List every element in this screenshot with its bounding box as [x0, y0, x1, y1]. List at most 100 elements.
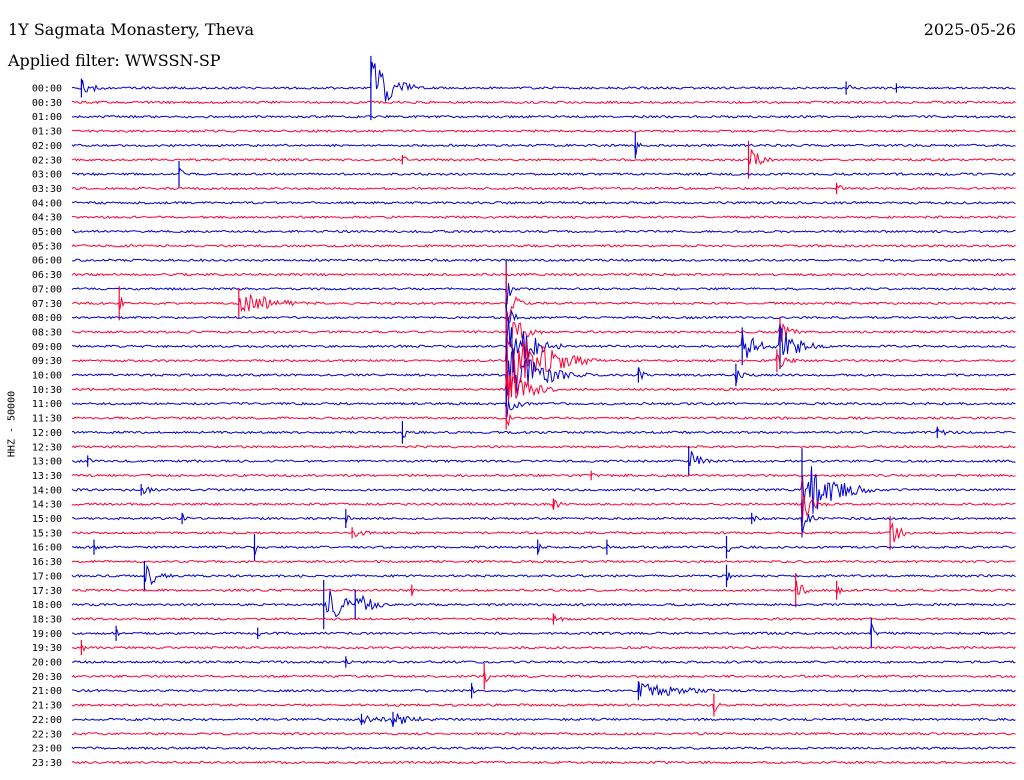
station-title: 1Y Sagmata Monastery, Theva [8, 20, 255, 39]
row-time-label: 05:00 [32, 227, 62, 238]
seismic-trace-0600 [71, 258, 1016, 263]
row-time-label: 02:30 [32, 155, 62, 166]
row-time-label: 23:30 [32, 758, 62, 769]
row-time-label: 11:00 [32, 399, 62, 410]
row-time-label: 21:00 [32, 686, 62, 697]
seismic-trace-1700 [71, 564, 1016, 586]
row-time-label: 05:30 [32, 241, 62, 252]
seismic-trace-2100 [71, 681, 1016, 697]
row-time-label: 02:00 [32, 141, 62, 152]
seismic-trace-0400 [71, 200, 1016, 205]
row-time-label: 11:30 [32, 414, 62, 425]
seismic-trace-1530 [72, 522, 1016, 543]
row-time-label: 01:30 [32, 127, 62, 138]
seismic-trace-2130 [71, 702, 1016, 713]
filter-label: Applied filter: WWSSN-SP [8, 51, 221, 70]
row-time-label: 04:30 [32, 213, 62, 224]
trace-group [71, 55, 1016, 765]
row-time-label: 06:30 [32, 270, 62, 281]
row-label-group: 00:00 00:30 01:00 01:30 02:00 02:30 03:00 03:30… [32, 84, 62, 769]
seismic-trace-0000 [71, 61, 1016, 102]
row-time-label: 09:00 [32, 342, 62, 353]
seismic-trace-1430 [71, 495, 1016, 522]
seismic-trace-0300 [71, 167, 1016, 176]
row-time-label: 12:00 [32, 428, 62, 439]
row-time-label: 07:00 [32, 284, 62, 295]
row-time-label: 20:30 [32, 672, 62, 683]
row-time-label: 01:00 [32, 112, 62, 123]
row-time-label: 22:00 [32, 715, 62, 726]
seismic-trace-2230 [72, 731, 1016, 736]
row-time-label: 23:00 [32, 744, 62, 755]
row-time-label: 08:00 [32, 313, 62, 324]
seismic-trace-0900 [71, 317, 1016, 373]
seismic-trace-1500 [71, 513, 1016, 533]
seismic-trace-1830 [71, 614, 1016, 623]
seismic-trace-1630 [71, 559, 1016, 564]
row-time-label: 17:30 [32, 586, 62, 597]
seismic-trace-1100 [71, 401, 1016, 418]
seismic-trace-2030 [71, 669, 1016, 683]
seismic-trace-1730 [71, 580, 1016, 596]
row-time-label: 18:00 [32, 600, 62, 611]
row-time-label: 12:30 [32, 442, 62, 453]
seismic-trace-2000 [71, 658, 1016, 664]
seismic-trace-0630 [71, 272, 1016, 277]
seismic-trace-0200 [71, 141, 1016, 155]
row-time-label: 08:30 [32, 327, 62, 338]
row-time-label: 14:30 [32, 500, 62, 511]
seismic-trace-2300 [71, 746, 1016, 751]
row-time-label: 04:00 [32, 198, 62, 209]
row-time-label: 20:00 [32, 658, 62, 669]
row-time-label: 17:00 [32, 571, 62, 582]
row-time-label: 16:00 [32, 543, 62, 554]
seismic-trace-0730 [71, 293, 1016, 322]
row-time-label: 10:30 [32, 385, 62, 396]
row-time-label: 21:30 [32, 701, 62, 712]
row-time-label: 15:00 [32, 514, 62, 525]
seismic-trace-2200 [72, 713, 1016, 727]
seismic-trace-0800 [71, 309, 1016, 325]
seismic-trace-0430 [71, 215, 1016, 220]
row-time-label: 13:00 [32, 457, 62, 468]
row-time-label: 22:30 [32, 729, 62, 740]
date-label: 2025-05-26 [923, 20, 1016, 39]
row-time-label: 13:30 [32, 471, 62, 482]
seismic-trace-0030 [71, 100, 1016, 105]
row-time-label: 03:30 [32, 184, 62, 195]
seismic-trace-1930 [71, 645, 1016, 652]
seismic-trace-1130 [71, 413, 1016, 427]
seismic-trace-0700 [71, 283, 1016, 305]
seismic-trace-0830 [71, 322, 1016, 349]
seismic-trace-1330 [71, 473, 1016, 478]
seismic-trace-0100 [71, 114, 1016, 119]
row-time-label: 06:00 [32, 256, 62, 267]
seismic-trace-1800 [71, 590, 1016, 618]
seismic-trace-1000 [71, 348, 1016, 396]
row-time-label: 19:30 [32, 643, 62, 654]
seismic-trace-1900 [71, 621, 1016, 637]
row-time-label: 16:30 [32, 557, 62, 568]
seismic-trace-1200 [71, 426, 1016, 438]
seismic-trace-0930 [71, 336, 1016, 398]
seismic-trace-2330 [71, 760, 1016, 765]
seismic-trace-0500 [72, 229, 1016, 234]
seismic-trace-0230 [71, 149, 1016, 166]
seismic-trace-1230 [71, 444, 1016, 449]
seismic-trace-1400 [71, 466, 1016, 514]
row-time-label: 09:30 [32, 356, 62, 367]
row-time-label: 10:00 [32, 371, 62, 382]
row-time-label: 00:30 [32, 98, 62, 109]
seismic-trace-1030 [71, 370, 1016, 404]
row-time-label: 00:00 [32, 84, 62, 95]
seismic-trace-0330 [71, 184, 1016, 191]
row-time-label: 07:30 [32, 299, 62, 310]
row-time-label: 14:00 [32, 485, 62, 496]
row-time-label: 18:30 [32, 614, 62, 625]
seismic-trace-0530 [71, 243, 1016, 248]
row-time-label: 03:00 [32, 170, 62, 181]
row-time-label: 19:00 [32, 629, 62, 640]
row-time-label: 15:30 [32, 528, 62, 539]
seismic-trace-0130 [71, 129, 1016, 133]
